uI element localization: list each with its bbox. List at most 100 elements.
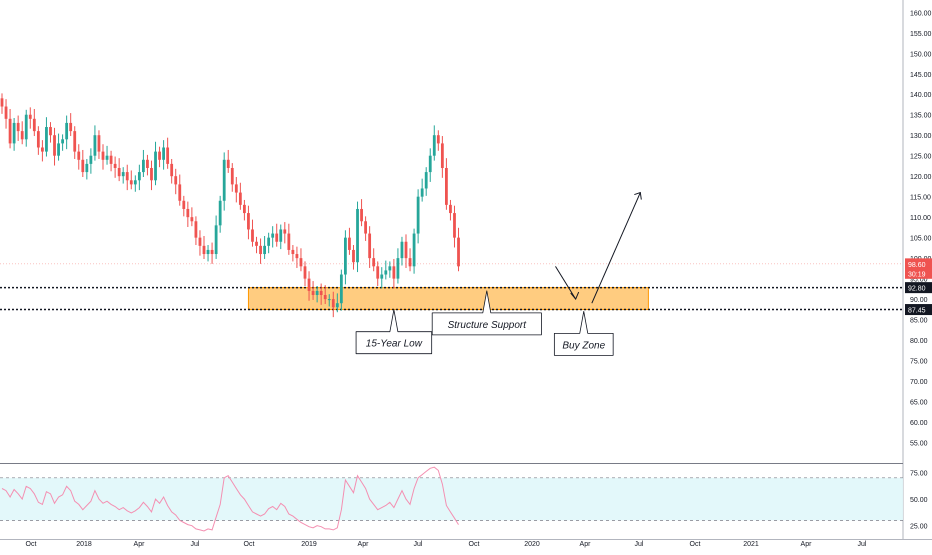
candle[interactable]: [263, 236, 266, 259]
candle[interactable]: [230, 163, 234, 192]
candle[interactable]: [129, 170, 133, 190]
candle[interactable]: [121, 167, 125, 184]
candle[interactable]: [376, 261, 380, 286]
candle[interactable]: [162, 140, 165, 170]
candle[interactable]: [198, 230, 202, 256]
candle[interactable]: [255, 236, 258, 254]
candle[interactable]: [81, 149, 85, 178]
candle[interactable]: [352, 245, 355, 270]
candle[interactable]: [335, 293, 339, 313]
candle[interactable]: [170, 158, 174, 184]
candle[interactable]: [424, 167, 428, 196]
candle[interactable]: [384, 260, 388, 280]
candle[interactable]: [356, 201, 359, 273]
candle[interactable]: [73, 126, 77, 159]
candle[interactable]: [360, 199, 363, 227]
candle[interactable]: [57, 133, 60, 161]
candle[interactable]: [125, 164, 129, 191]
candle[interactable]: [101, 144, 105, 170]
projection-down-arrow[interactable]: [555, 266, 577, 300]
candle[interactable]: [440, 136, 444, 178]
candle[interactable]: [36, 126, 40, 155]
candle[interactable]: [416, 189, 420, 244]
candle[interactable]: [154, 141, 157, 186]
candle[interactable]: [436, 130, 440, 151]
candle[interactable]: [279, 224, 283, 250]
candle[interactable]: [299, 248, 303, 272]
candle[interactable]: [69, 113, 73, 137]
candle[interactable]: [408, 248, 412, 272]
candle[interactable]: [117, 158, 121, 182]
candle[interactable]: [178, 174, 182, 206]
candle[interactable]: [344, 230, 347, 285]
candle[interactable]: [420, 178, 424, 202]
candle[interactable]: [89, 148, 93, 174]
candle[interactable]: [275, 223, 279, 247]
candle[interactable]: [404, 234, 408, 268]
candle[interactable]: [303, 261, 307, 286]
candle[interactable]: [77, 144, 81, 170]
candle[interactable]: [142, 149, 145, 178]
candle[interactable]: [12, 118, 16, 151]
candle[interactable]: [186, 201, 190, 227]
candle[interactable]: [174, 168, 178, 195]
candle[interactable]: [238, 182, 242, 210]
candle[interactable]: [53, 127, 56, 166]
candle[interactable]: [372, 248, 376, 272]
candle[interactable]: [150, 160, 153, 191]
candle[interactable]: [396, 248, 400, 284]
candle[interactable]: [20, 121, 24, 145]
candle[interactable]: [97, 130, 101, 159]
candle[interactable]: [16, 115, 20, 141]
candle[interactable]: [348, 227, 351, 255]
candle[interactable]: [453, 205, 456, 248]
candle[interactable]: [412, 228, 416, 274]
candle[interactable]: [206, 245, 210, 262]
candle[interactable]: [307, 271, 311, 301]
candle[interactable]: [158, 146, 161, 168]
candle[interactable]: [45, 117, 48, 157]
candle[interactable]: [133, 175, 137, 192]
oscillator-line[interactable]: [1, 466, 459, 532]
candle[interactable]: [445, 158, 448, 210]
candle[interactable]: [319, 283, 323, 305]
candle[interactable]: [331, 291, 335, 318]
candle[interactable]: [392, 258, 396, 289]
candle[interactable]: [339, 269, 343, 311]
candle[interactable]: [218, 195, 222, 233]
candle[interactable]: [271, 226, 275, 248]
candle[interactable]: [327, 294, 331, 307]
candle[interactable]: [368, 226, 372, 268]
candle[interactable]: [85, 158, 89, 180]
candle[interactable]: [259, 238, 262, 264]
projection-up-arrow[interactable]: [591, 192, 641, 304]
candle[interactable]: [222, 152, 226, 211]
candle[interactable]: [295, 246, 299, 268]
candle[interactable]: [49, 122, 52, 143]
callout-fifteen-year-low[interactable]: 15-Year Low: [355, 309, 433, 355]
candle[interactable]: [380, 267, 384, 289]
candle[interactable]: [24, 109, 28, 147]
candle[interactable]: [4, 99, 8, 129]
candle[interactable]: [226, 149, 230, 173]
candle[interactable]: [202, 236, 206, 259]
candle[interactable]: [8, 108, 12, 149]
candle[interactable]: [105, 145, 109, 165]
candle[interactable]: [194, 216, 198, 246]
candle[interactable]: [234, 177, 238, 203]
candle[interactable]: [41, 140, 44, 162]
candle[interactable]: [146, 154, 149, 176]
candle[interactable]: [0, 93, 4, 114]
candle[interactable]: [137, 164, 141, 191]
candle[interactable]: [267, 232, 271, 254]
callout-structure-support[interactable]: Structure Support: [431, 290, 542, 336]
candle[interactable]: [315, 285, 319, 303]
candle[interactable]: [214, 215, 218, 259]
candle[interactable]: [251, 219, 254, 247]
candle[interactable]: [311, 281, 315, 300]
candle[interactable]: [457, 227, 460, 272]
candle[interactable]: [364, 216, 367, 241]
candle[interactable]: [287, 223, 291, 255]
candle[interactable]: [449, 199, 452, 221]
